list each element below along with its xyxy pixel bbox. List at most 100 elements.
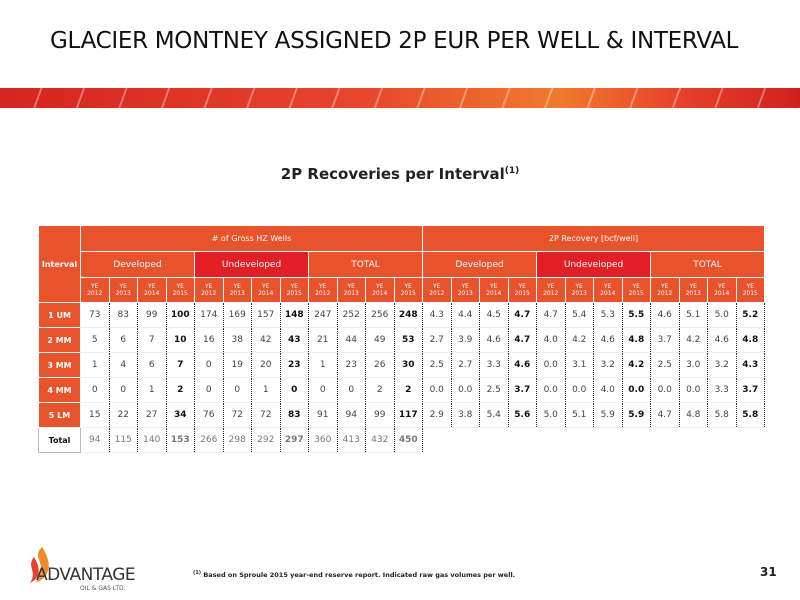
cell: 4.6 bbox=[508, 352, 537, 378]
year-header: YE 2015 bbox=[735, 277, 765, 303]
cell: 5.9 bbox=[622, 402, 651, 428]
cell: 5.6 bbox=[508, 402, 537, 428]
cell: 252 bbox=[337, 302, 366, 328]
cell: 5.1 bbox=[565, 402, 594, 428]
cell: 16 bbox=[194, 327, 224, 353]
cell: 1 bbox=[308, 352, 338, 378]
cell: 157 bbox=[251, 302, 281, 328]
cell: 360 bbox=[308, 427, 338, 453]
year-header: YE 2012 bbox=[194, 277, 224, 303]
empty-cell bbox=[622, 427, 651, 453]
cell: 247 bbox=[308, 302, 338, 328]
empty-cell bbox=[536, 427, 565, 453]
cell: 23 bbox=[337, 352, 366, 378]
row-label: 1 UM bbox=[38, 302, 81, 328]
cell: 76 bbox=[194, 402, 224, 428]
cell: 4 bbox=[109, 352, 138, 378]
empty-cell bbox=[650, 427, 679, 453]
footnote: (1) Based on Sproule 2015 year-end reser… bbox=[193, 570, 515, 579]
empty-cell bbox=[479, 427, 508, 453]
cell: 2.5 bbox=[479, 377, 509, 403]
cell: 3.3 bbox=[479, 352, 509, 378]
subgroup-header: Undeveloped bbox=[194, 251, 309, 278]
row-label: 2 MM bbox=[38, 327, 81, 353]
logo-sub: OIL & GAS LTD. bbox=[80, 585, 126, 592]
empty-cell bbox=[593, 427, 622, 453]
subgroup-header: Developed bbox=[80, 251, 195, 278]
cell: 432 bbox=[365, 427, 395, 453]
year-header: YE 2013 bbox=[108, 277, 138, 303]
subgroup-row: Developed Undeveloped TOTAL Developed Undeve… bbox=[39, 251, 765, 278]
cell: 3.3 bbox=[707, 377, 737, 403]
cell: 7 bbox=[137, 327, 167, 353]
cell: 83 bbox=[280, 402, 309, 428]
cell: 7 bbox=[166, 352, 195, 378]
cell: 34 bbox=[166, 402, 195, 428]
year-header: YE 2013 bbox=[678, 277, 708, 303]
year-header: YE 2015 bbox=[165, 277, 195, 303]
cell: 0 bbox=[337, 377, 366, 403]
empty-cell bbox=[508, 427, 537, 453]
cell: 27 bbox=[137, 402, 167, 428]
cell: 153 bbox=[166, 427, 195, 453]
cell: 117 bbox=[394, 402, 423, 428]
cell: 4.6 bbox=[593, 327, 623, 353]
cell: 5 bbox=[80, 327, 110, 353]
footnote-marker: (1) bbox=[193, 570, 202, 576]
cell: 3.2 bbox=[707, 352, 737, 378]
empty-cell bbox=[707, 427, 736, 453]
empty-cell bbox=[679, 427, 708, 453]
year-header: YE 2015 bbox=[393, 277, 423, 303]
year-header: YE 2012 bbox=[650, 277, 680, 303]
cell: 1 bbox=[137, 377, 167, 403]
cell: 5.8 bbox=[736, 402, 765, 428]
cell: 83 bbox=[109, 302, 138, 328]
cell: 0.0 bbox=[536, 377, 566, 403]
cell: 30 bbox=[394, 352, 423, 378]
year-header: YE 2015 bbox=[279, 277, 309, 303]
cell: 94 bbox=[80, 427, 110, 453]
table-subtitle: 2P Recoveries per Interval(1) bbox=[0, 165, 800, 183]
cell: 4.7 bbox=[536, 302, 566, 328]
cell: 4.3 bbox=[422, 302, 452, 328]
cell: 1 bbox=[251, 377, 281, 403]
subgroup-header: Undeveloped bbox=[536, 251, 651, 278]
subtitle-text: 2P Recoveries per Interval bbox=[280, 165, 505, 183]
footnote-text: Based on Sproule 2015 year-end reserve r… bbox=[203, 571, 516, 580]
cell: 1 bbox=[80, 352, 110, 378]
cell: 0.0 bbox=[650, 377, 680, 403]
cell: 4.8 bbox=[622, 327, 651, 353]
cell: 4.3 bbox=[736, 352, 765, 378]
cell: 0.0 bbox=[565, 377, 594, 403]
cell: 4.0 bbox=[536, 327, 566, 353]
cell: 5.0 bbox=[536, 402, 566, 428]
cell: 4.6 bbox=[479, 327, 509, 353]
year-header: YE 2015 bbox=[621, 277, 651, 303]
cell: 4.2 bbox=[565, 327, 594, 353]
cell: 169 bbox=[223, 302, 252, 328]
subgroup-header: TOTAL bbox=[308, 251, 423, 278]
empty-cell bbox=[451, 427, 480, 453]
cell: 99 bbox=[137, 302, 167, 328]
page-number: 31 bbox=[760, 565, 777, 579]
cell: 4.7 bbox=[508, 327, 537, 353]
cell: 22 bbox=[109, 402, 138, 428]
cell: 53 bbox=[394, 327, 423, 353]
cell: 0.0 bbox=[679, 377, 708, 403]
cell: 72 bbox=[223, 402, 252, 428]
cell: 5.4 bbox=[565, 302, 594, 328]
cell: 0 bbox=[223, 377, 252, 403]
row-label: Total bbox=[38, 427, 81, 453]
cell: 49 bbox=[365, 327, 395, 353]
logo-flame bbox=[30, 547, 49, 583]
cell: 2 bbox=[166, 377, 195, 403]
year-header: YE 2014 bbox=[251, 277, 281, 303]
year-header: YE 2014 bbox=[137, 277, 167, 303]
subtitle-sup: (1) bbox=[504, 166, 520, 176]
year-header: YE 2014 bbox=[365, 277, 395, 303]
cell: 2.5 bbox=[650, 352, 680, 378]
year-header: YE 2014 bbox=[479, 277, 509, 303]
cell: 99 bbox=[365, 402, 395, 428]
year-header: YE 2012 bbox=[80, 277, 110, 303]
cell: 3.2 bbox=[593, 352, 623, 378]
